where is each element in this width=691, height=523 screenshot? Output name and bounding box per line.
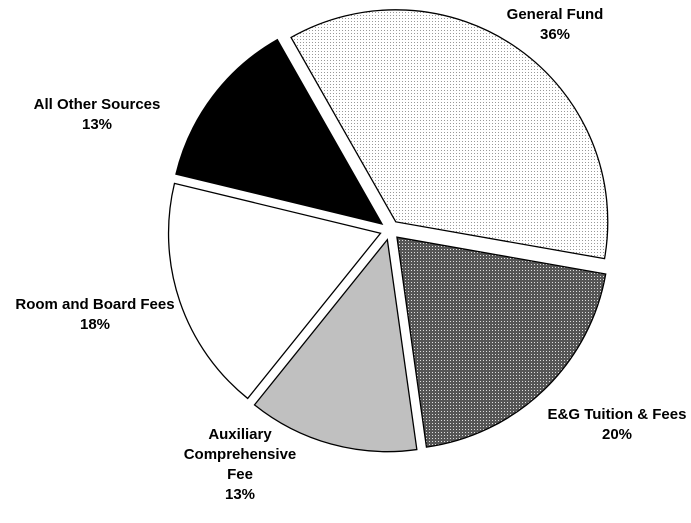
pie-slice xyxy=(290,9,609,260)
slice-label: All Other Sources 13% xyxy=(7,95,187,135)
category-name: General Fund xyxy=(506,6,604,23)
slice-label: Auxiliary Comprehensive Fee 13% xyxy=(170,425,310,505)
pie-slice xyxy=(175,38,384,225)
pie-slice xyxy=(167,182,382,400)
category-name: Room and Board Fees xyxy=(15,296,175,313)
value-label: 13% xyxy=(224,486,256,503)
category-name: All Other Sources xyxy=(33,96,161,113)
category-name: E&G Tuition & Fees xyxy=(547,406,687,423)
slice-label: General Fund 36% xyxy=(480,5,630,45)
value-label: 20% xyxy=(601,426,633,443)
pie-slice xyxy=(396,236,607,448)
value-label: 18% xyxy=(79,316,111,333)
pie-slice xyxy=(253,238,418,453)
category-name: Auxiliary Comprehensive Fee xyxy=(183,426,297,483)
value-label: 13% xyxy=(81,116,113,133)
value-label: 36% xyxy=(539,26,571,43)
slice-label: E&G Tuition & Fees 20% xyxy=(547,405,687,445)
slice-label: Room and Board Fees 18% xyxy=(10,295,180,335)
